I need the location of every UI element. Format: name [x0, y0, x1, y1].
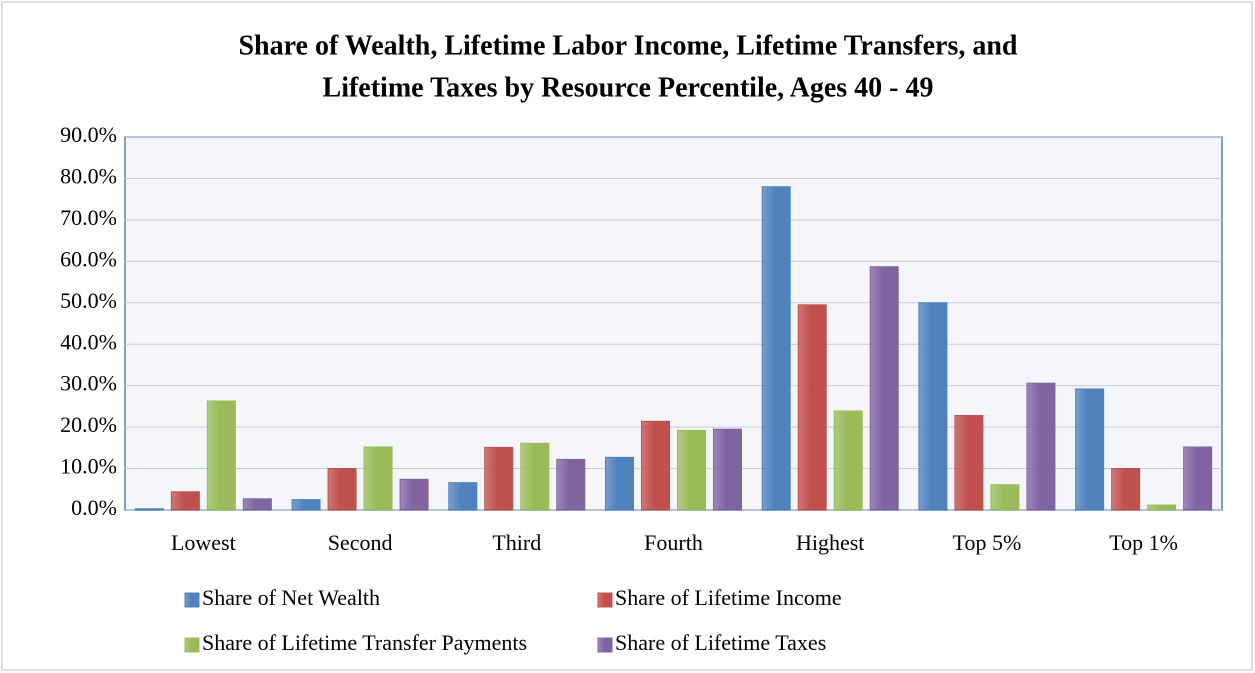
bar — [170, 491, 200, 511]
bar — [363, 446, 393, 511]
x-tick-label: Fourth — [644, 530, 703, 555]
bar — [1111, 468, 1141, 511]
legend-label: Share of Lifetime Taxes — [615, 630, 826, 655]
bar — [556, 458, 586, 511]
bar — [520, 442, 550, 511]
y-tick-label: 10.0% — [60, 454, 117, 479]
chart-title: Lifetime Taxes by Resource Percentile, A… — [323, 72, 934, 103]
legend-label: Share of Net Wealth — [202, 585, 380, 610]
y-tick-label: 0.0% — [71, 495, 117, 520]
x-tick-label: Top 1% — [1109, 530, 1178, 555]
bar — [1075, 388, 1105, 511]
legend-label: Share of Lifetime Income — [615, 585, 842, 610]
legend-swatch — [597, 592, 613, 608]
bar — [1147, 504, 1177, 511]
bar — [954, 415, 984, 511]
bar — [797, 304, 827, 511]
y-tick-label: 60.0% — [60, 246, 117, 271]
legend-swatch — [184, 592, 200, 608]
bar — [242, 498, 272, 511]
bar — [869, 266, 899, 511]
x-tick-label: Lowest — [171, 530, 236, 555]
bar — [484, 446, 514, 511]
bar — [399, 478, 429, 511]
bar — [990, 484, 1020, 511]
bar — [713, 428, 742, 511]
bar — [605, 456, 634, 511]
legend-swatch — [184, 637, 200, 653]
bar — [641, 420, 670, 511]
y-tick-label: 80.0% — [60, 163, 117, 188]
y-tick-label: 90.0% — [60, 122, 117, 147]
bar — [327, 468, 357, 511]
bar — [761, 186, 791, 511]
y-tick-label: 30.0% — [60, 371, 117, 396]
y-tick-label: 40.0% — [60, 329, 117, 354]
bar — [918, 302, 948, 511]
x-tick-label: Third — [492, 530, 541, 555]
legend-swatch — [597, 637, 613, 653]
bar — [134, 508, 164, 511]
bar — [677, 429, 706, 511]
x-tick-label: Second — [328, 530, 393, 555]
y-tick-label: 70.0% — [60, 205, 117, 230]
bar — [833, 410, 863, 511]
bar — [1183, 446, 1213, 511]
bar — [448, 482, 478, 511]
x-tick-label: Top 5% — [953, 530, 1022, 555]
plot-area — [124, 136, 1223, 511]
bar — [1026, 382, 1056, 511]
y-tick-label: 20.0% — [60, 412, 117, 437]
legend-label: Share of Lifetime Transfer Payments — [202, 630, 527, 655]
chart-title: Share of Wealth, Lifetime Labor Income, … — [238, 30, 1017, 61]
bar — [206, 400, 236, 511]
y-tick-label: 50.0% — [60, 288, 117, 313]
bar — [291, 499, 321, 511]
x-tick-label: Highest — [796, 530, 864, 555]
